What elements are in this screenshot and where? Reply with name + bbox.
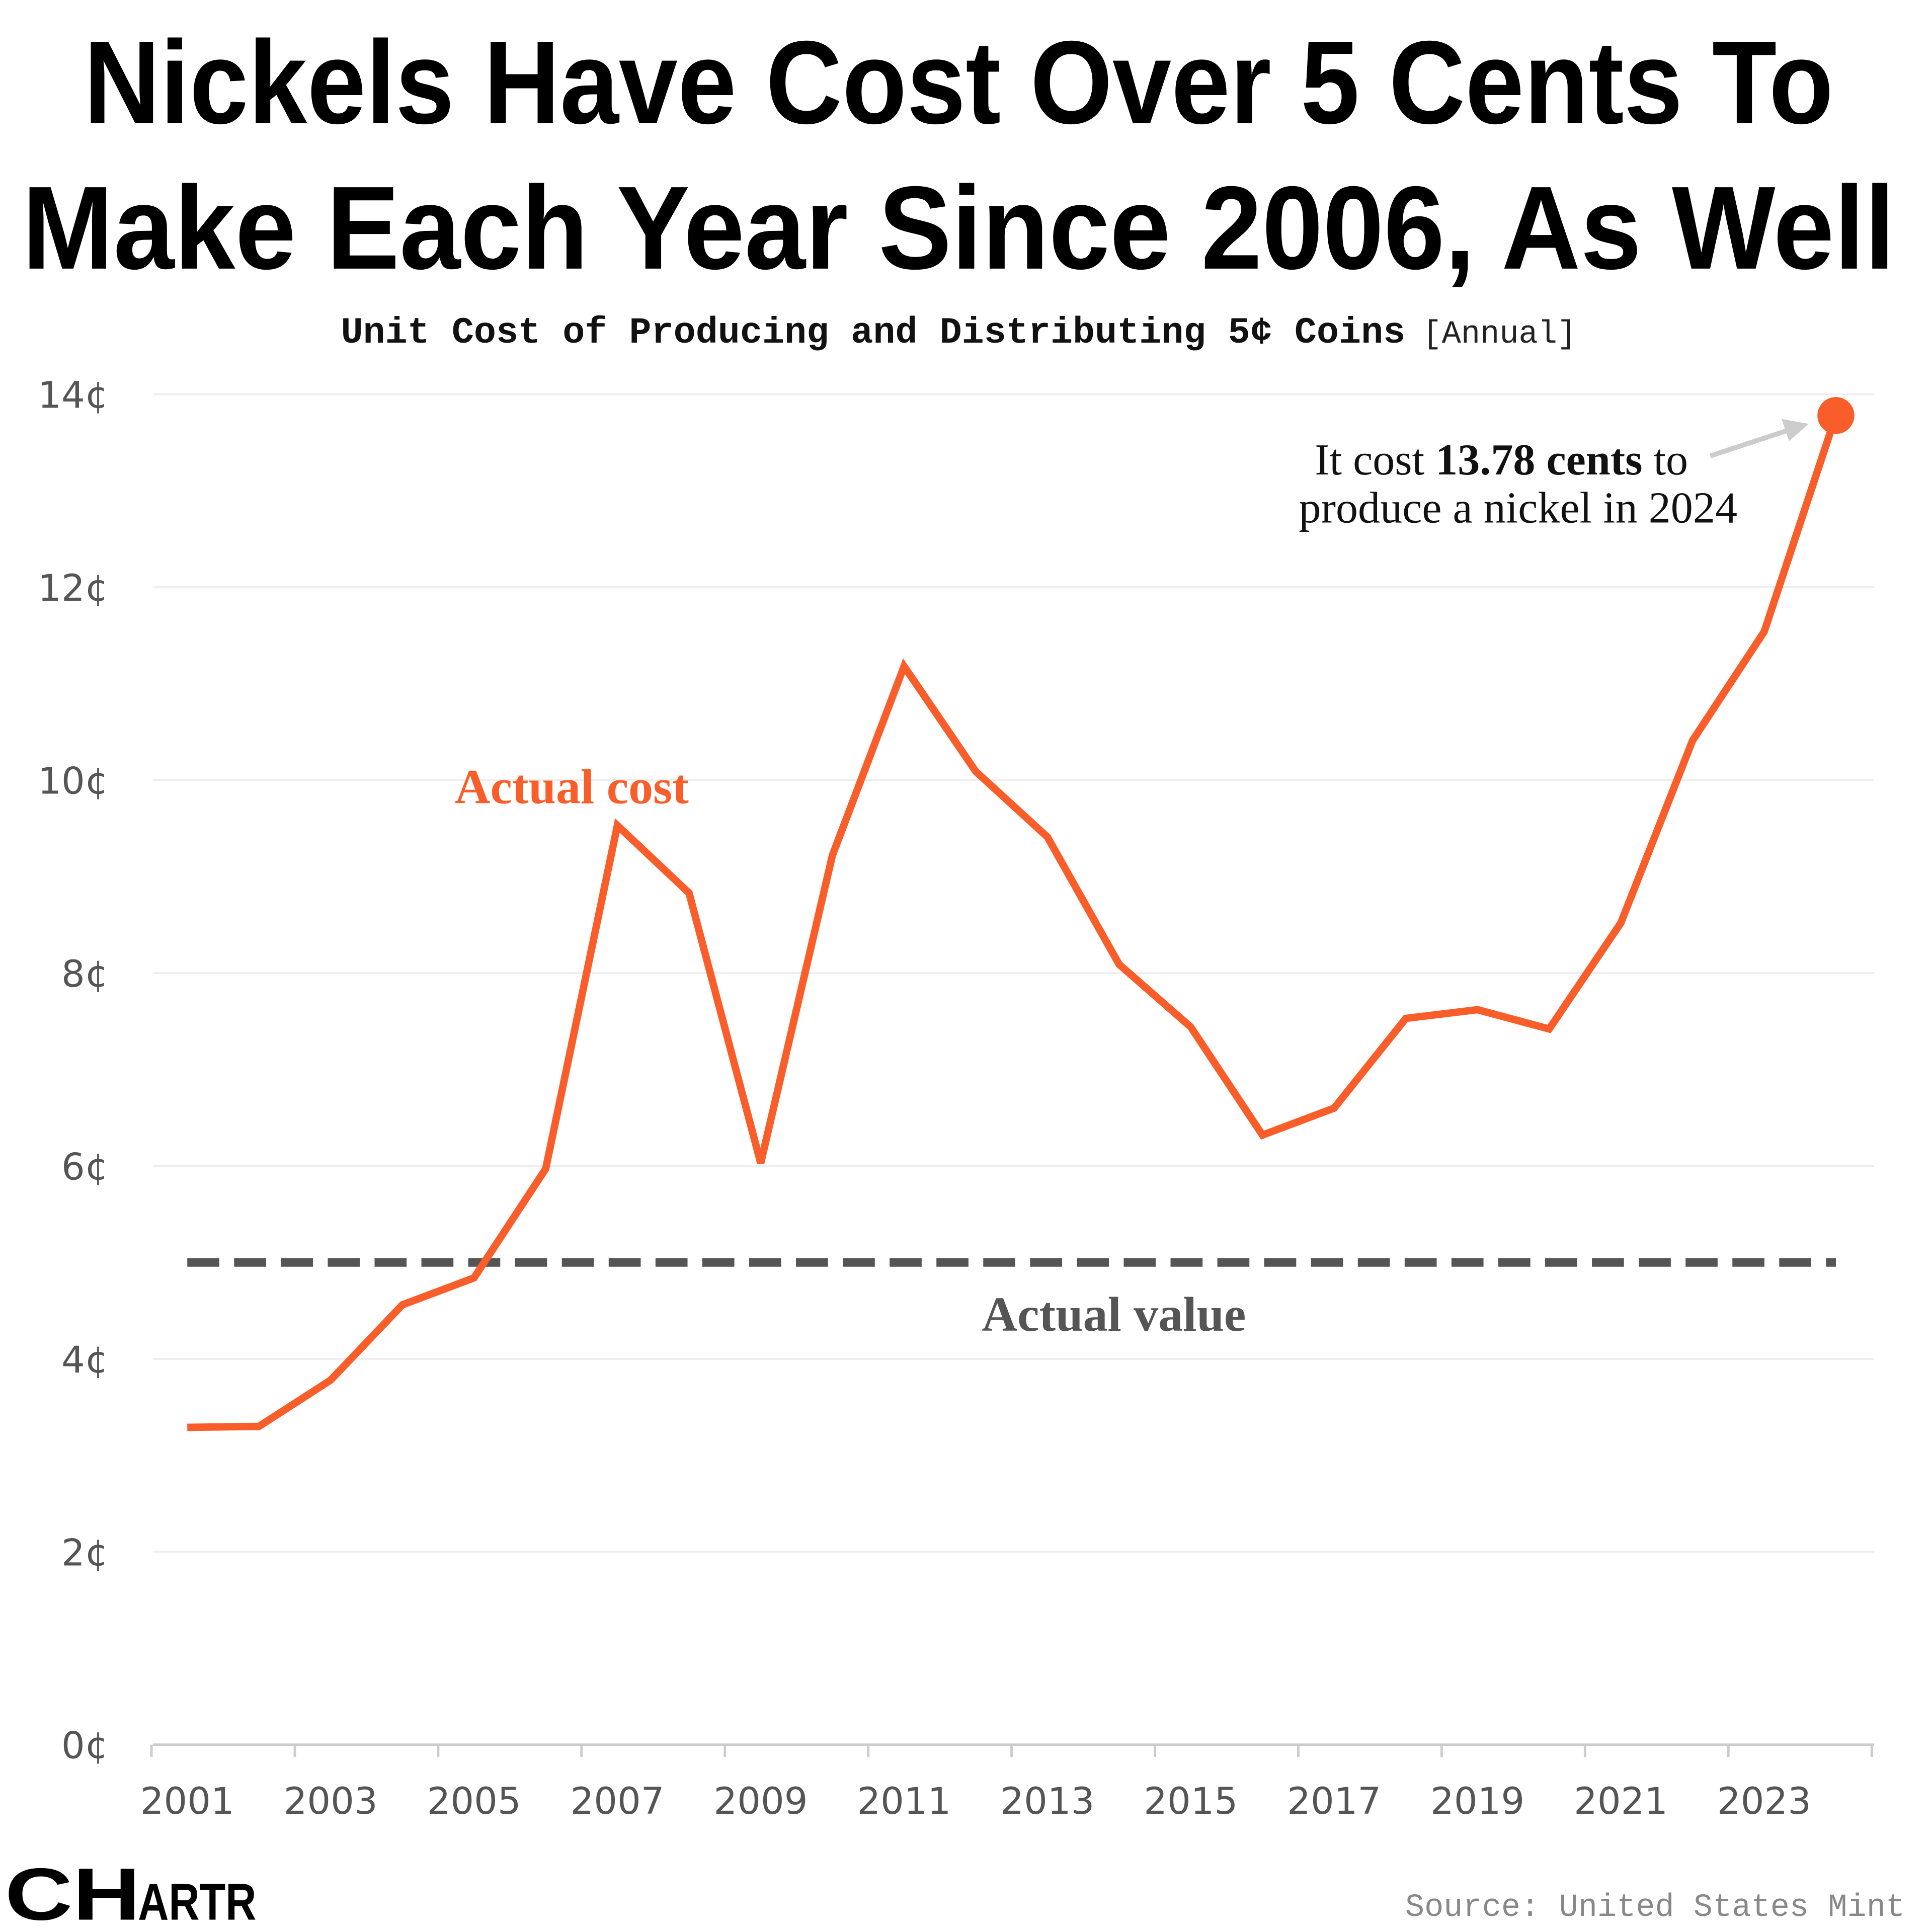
- endpoint-marker-2024: [1817, 397, 1855, 434]
- annotation-line-1: It cost 13.78 cents to: [1315, 435, 1688, 485]
- x-axis: 2001 2003 2005 2007 2009 2011 2013 2015 2017 2019…: [140, 1743, 1874, 1823]
- series-label-actual-cost: Actual cost: [455, 760, 689, 815]
- y-tick-label: 8¢: [61, 953, 108, 996]
- x-tick-label: 2011: [857, 1780, 951, 1823]
- chart-subtitle: Unit Cost of Producing and Distributing …: [341, 312, 1576, 354]
- x-tick-label: 2023: [1717, 1780, 1811, 1823]
- gridlines: [152, 393, 1874, 1553]
- series-label-actual-value: Actual value: [982, 1287, 1246, 1342]
- y-axis: 0¢ 2¢ 4¢ 6¢ 8¢ 10¢ 12¢ 14¢: [38, 374, 108, 1767]
- y-tick-label: 4¢: [61, 1339, 108, 1382]
- subtitle-note: [Annual]: [1423, 316, 1577, 353]
- chart-title-line-2: Make Each Year Since 2006, As Well: [22, 162, 1895, 294]
- x-tick-label: 2015: [1144, 1780, 1238, 1823]
- series-line-actual-cost: [187, 414, 1839, 1431]
- x-tick-label: 2001: [140, 1780, 234, 1823]
- chartr-logo: CH ARTR: [5, 1854, 257, 1932]
- x-tick-label: 2007: [571, 1780, 665, 1823]
- subtitle-text: Unit Cost of Producing and Distributing …: [341, 312, 1405, 354]
- series: [187, 397, 1855, 1431]
- y-tick-label: 14¢: [38, 374, 108, 417]
- y-tick-label: 10¢: [38, 760, 108, 802]
- x-tick-label: 2003: [284, 1780, 378, 1823]
- x-tick-label: 2013: [1000, 1780, 1094, 1823]
- chart-title-line-1: Nickels Have Cost Over 5 Cents To: [84, 16, 1834, 148]
- x-tick-label: 2009: [714, 1780, 808, 1823]
- annotation-arrow: [1709, 419, 1809, 458]
- svg-text:ARTR: ARTR: [138, 1873, 256, 1931]
- y-tick-label: 0¢: [61, 1725, 108, 1767]
- svg-text:CH: CH: [5, 1854, 140, 1932]
- x-tick-label: 2019: [1430, 1780, 1524, 1823]
- x-tick-label: 2021: [1574, 1780, 1668, 1823]
- x-tick-label: 2017: [1287, 1780, 1381, 1823]
- y-tick-label: 2¢: [61, 1532, 108, 1574]
- y-tick-label: 6¢: [61, 1146, 108, 1188]
- annotation-line-2: produce a nickel in 2024: [1299, 483, 1738, 532]
- y-tick-label: 12¢: [38, 567, 108, 610]
- x-tick-label: 2005: [427, 1780, 521, 1823]
- source-note: Source: United States Mint: [1405, 1890, 1905, 1926]
